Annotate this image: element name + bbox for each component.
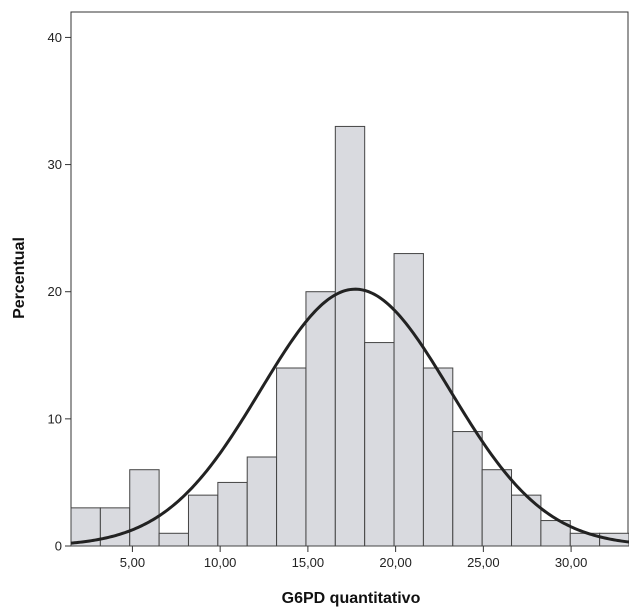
normal-curve-layer <box>70 287 629 545</box>
x-tick-label: 15,00 <box>292 555 325 570</box>
histogram-bar <box>187 494 219 547</box>
y-tick-label: 40 <box>48 30 62 45</box>
histogram-bar <box>129 469 160 547</box>
histogram-bar <box>158 532 189 547</box>
histogram-bar <box>99 507 131 547</box>
histogram-bar <box>276 367 307 547</box>
x-tick-label: 5,00 <box>120 555 145 570</box>
histogram-bar <box>364 342 395 547</box>
y-tick-label: 10 <box>48 411 62 426</box>
histogram-bar <box>393 253 424 547</box>
histogram-bar <box>481 469 513 547</box>
y-tick-label: 0 <box>55 539 62 554</box>
histogram-bar <box>217 481 248 547</box>
histogram-bars <box>70 125 629 547</box>
x-tick-label: 20,00 <box>379 555 412 570</box>
x-axis-title: G6PD quantitativo <box>282 590 421 607</box>
histogram-bar <box>511 494 542 547</box>
histogram-bar <box>452 431 483 547</box>
y-axis: 0 10 20 30 40 <box>48 30 71 554</box>
y-tick-label: 30 <box>48 157 62 172</box>
histogram-bar <box>246 456 278 547</box>
x-tick-label: 30,00 <box>555 555 588 570</box>
histogram-bar <box>334 125 366 547</box>
histogram-bar <box>422 367 454 547</box>
normal-curve <box>70 287 629 545</box>
y-axis-title: Percentual <box>11 237 28 319</box>
histogram-bar <box>305 291 336 547</box>
x-tick-label: 10,00 <box>204 555 237 570</box>
x-tick-label: 25,00 <box>467 555 500 570</box>
y-tick-label: 20 <box>48 284 62 299</box>
x-axis: 5,00 10,00 15,00 20,00 25,00 30,00 <box>120 546 588 570</box>
